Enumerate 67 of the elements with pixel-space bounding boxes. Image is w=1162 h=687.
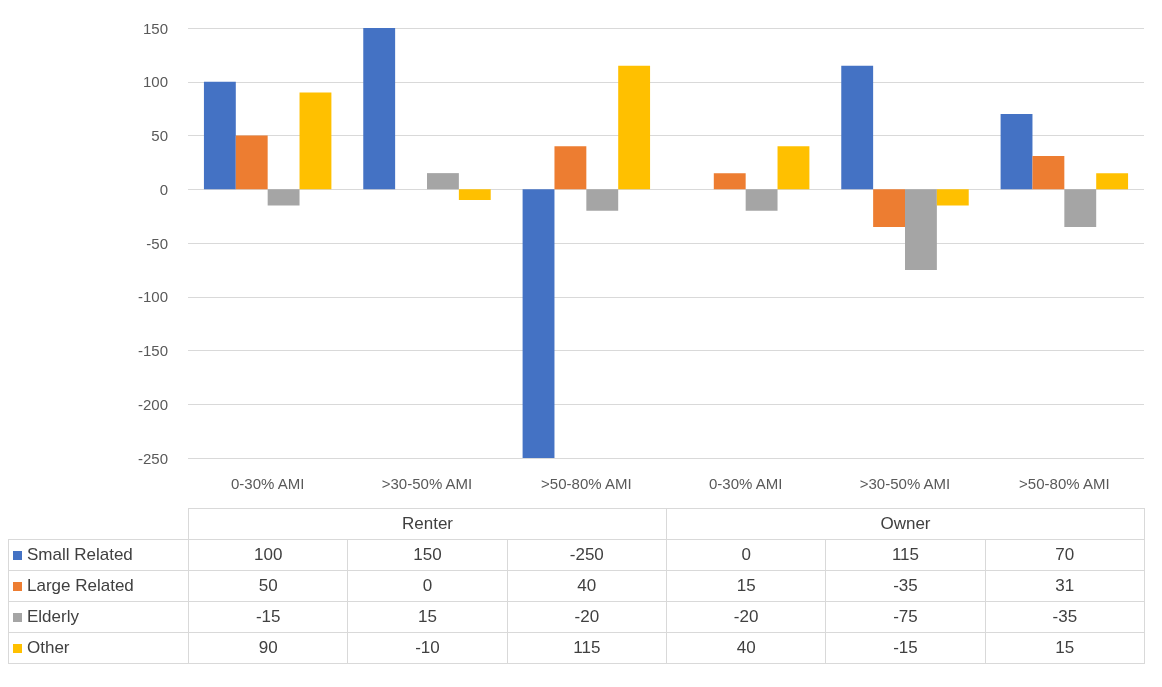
legend-label: Large Related [8,570,189,602]
data-label: 90 [188,632,348,664]
bar [713,173,746,190]
data-label: 0 [347,570,508,602]
data-label: 100 [188,539,348,571]
bar [267,189,300,206]
data-label: 40 [666,632,826,664]
x-tick-label: >30-50% AMI [859,475,951,492]
y-tick-label: -100 [137,288,168,306]
bar [427,173,459,190]
y-tick-label: -50 [146,234,168,252]
bar [905,189,937,270]
data-label: -15 [188,601,348,633]
bar [1064,189,1097,227]
data-label: 50 [188,570,348,602]
data-label: -20 [507,601,667,633]
data-label: 115 [825,539,986,571]
bar [873,189,905,227]
data-label: -15 [825,632,986,664]
bar [1032,155,1065,190]
bar [235,135,268,190]
bar [1096,173,1129,190]
data-label: 40 [507,570,667,602]
bar [841,65,874,190]
legend-label: Elderly [8,601,189,633]
x-tick-label: >30-50% AMI [381,475,473,492]
y-tick-label: -250 [137,449,168,467]
data-label: -10 [347,632,508,664]
legend-label: Small Related [8,539,189,571]
data-label: 115 [507,632,667,664]
y-tick-label: 50 [151,127,168,144]
data-label: -250 [507,539,667,571]
data-label: -35 [985,601,1145,633]
data-label: -20 [666,601,826,633]
bar [1000,114,1033,190]
x-tick-label: >50-80% AMI [541,475,632,492]
bar [363,28,396,190]
y-tick-label: 150 [142,19,168,37]
bar [554,146,587,190]
data-label: 0 [666,539,826,571]
data-label: -35 [825,570,986,602]
legend-label: Other [8,632,189,664]
data-label: 31 [985,570,1145,602]
y-tick-label: 100 [142,73,168,91]
y-tick-label: -200 [137,395,168,413]
bar [522,189,555,458]
bar [586,189,619,211]
text: Renter [188,508,667,540]
bar [745,189,778,211]
data-label: 15 [347,601,508,633]
bar [777,146,810,190]
y-tick-label: -150 [137,342,168,359]
bar [458,189,491,200]
data-label: 15 [985,632,1145,664]
data-label: 70 [985,539,1145,571]
y-tick-label: 0 [159,180,168,198]
data-label: -75 [825,601,986,633]
x-tick-label: 0-30% AMI [230,475,305,492]
bar [299,92,332,190]
bar [203,81,236,190]
x-tick-label: >50-80% AMI [1019,475,1110,492]
data-label: 15 [666,570,826,602]
bar [618,65,651,190]
text: Owner [666,508,1145,540]
x-tick-label: 0-30% AMI [708,475,783,492]
data-label: 150 [347,539,508,571]
bar [936,189,969,206]
